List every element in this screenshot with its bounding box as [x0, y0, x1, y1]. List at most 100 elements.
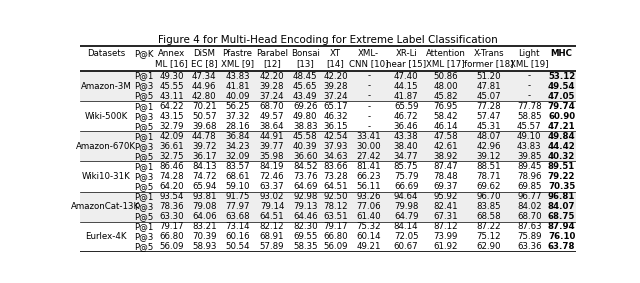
Text: [13]: [13] — [296, 59, 314, 68]
Text: AmazonCat-13K: AmazonCat-13K — [72, 202, 141, 211]
Text: P@5: P@5 — [134, 92, 153, 101]
Text: 70.21: 70.21 — [192, 102, 216, 111]
Text: 84.52: 84.52 — [293, 162, 317, 171]
Text: 89.51: 89.51 — [548, 162, 575, 171]
Bar — [80, 232, 576, 242]
Text: 79.13: 79.13 — [293, 202, 317, 211]
Text: 78.48: 78.48 — [433, 172, 458, 181]
Text: 92.50: 92.50 — [323, 192, 348, 201]
Text: P@1: P@1 — [134, 102, 153, 111]
Text: 78.96: 78.96 — [517, 172, 541, 181]
Text: P@5: P@5 — [134, 182, 153, 191]
Text: MHC: MHC — [550, 49, 573, 58]
Text: P@5: P@5 — [134, 122, 153, 131]
Text: 34.23: 34.23 — [225, 142, 250, 151]
Text: 75.89: 75.89 — [517, 232, 541, 241]
Text: P@3: P@3 — [134, 232, 153, 241]
Text: 77.97: 77.97 — [225, 202, 250, 211]
Text: 45.65: 45.65 — [293, 82, 317, 91]
Text: 79.74: 79.74 — [548, 102, 575, 111]
Text: 36.84: 36.84 — [225, 132, 250, 141]
Text: 87.22: 87.22 — [477, 222, 501, 231]
Text: 41.87: 41.87 — [394, 92, 419, 101]
Text: 64.46: 64.46 — [293, 212, 317, 221]
Text: 60.16: 60.16 — [225, 232, 250, 241]
Text: 61.92: 61.92 — [433, 242, 458, 251]
Bar — [80, 111, 576, 121]
Text: 82.41: 82.41 — [433, 202, 458, 211]
Text: Eurlex-4K: Eurlex-4K — [85, 232, 127, 241]
Text: Light: Light — [518, 49, 540, 58]
Text: 38.92: 38.92 — [433, 152, 458, 161]
Text: P@3: P@3 — [134, 172, 153, 181]
Text: 47.21: 47.21 — [548, 122, 575, 131]
Text: XML-: XML- — [358, 49, 380, 58]
Text: 34.63: 34.63 — [323, 152, 348, 161]
Bar — [80, 131, 576, 141]
Text: 38.83: 38.83 — [293, 122, 317, 131]
Text: P@3: P@3 — [134, 202, 153, 211]
Text: 84.13: 84.13 — [192, 162, 216, 171]
Text: 70.39: 70.39 — [192, 232, 216, 241]
Text: Amazon-670K: Amazon-670K — [76, 142, 136, 151]
Text: [14]: [14] — [326, 59, 344, 68]
Text: 47.34: 47.34 — [192, 72, 216, 81]
Text: 49.54: 49.54 — [548, 82, 575, 91]
Text: 94.64: 94.64 — [394, 192, 419, 201]
Text: XR-Li: XR-Li — [396, 49, 417, 58]
Text: 49.21: 49.21 — [356, 242, 381, 251]
Text: Amazon-3M: Amazon-3M — [81, 82, 131, 91]
Text: 82.30: 82.30 — [293, 222, 317, 231]
Text: 40.32: 40.32 — [548, 152, 575, 161]
Text: 41.81: 41.81 — [225, 82, 250, 91]
Text: 40.09: 40.09 — [225, 92, 250, 101]
Text: 33.41: 33.41 — [356, 132, 381, 141]
Bar — [80, 91, 576, 101]
Text: 46.72: 46.72 — [394, 112, 419, 121]
Text: P@1: P@1 — [134, 162, 153, 171]
Text: 77.78: 77.78 — [517, 102, 541, 111]
Text: P@K: P@K — [134, 49, 153, 58]
Text: 84.07: 84.07 — [548, 202, 575, 211]
Text: 95.92: 95.92 — [433, 192, 458, 201]
Text: 88.51: 88.51 — [477, 162, 501, 171]
Bar — [80, 101, 576, 111]
Text: 73.76: 73.76 — [293, 172, 317, 181]
Text: 87.12: 87.12 — [433, 222, 458, 231]
Text: 84.19: 84.19 — [260, 162, 284, 171]
Text: 44.15: 44.15 — [394, 82, 419, 91]
Text: 58.93: 58.93 — [192, 242, 216, 251]
Text: 49.80: 49.80 — [293, 112, 317, 121]
Text: 46.14: 46.14 — [433, 122, 458, 131]
Text: 78.12: 78.12 — [323, 202, 348, 211]
Text: 37.93: 37.93 — [323, 142, 348, 151]
Text: 79.17: 79.17 — [323, 222, 348, 231]
Text: Bonsai: Bonsai — [291, 49, 319, 58]
Text: 83.21: 83.21 — [192, 222, 216, 231]
Text: P@1: P@1 — [134, 132, 153, 141]
Text: -: - — [528, 82, 531, 91]
Bar — [80, 71, 576, 81]
Text: 68.70: 68.70 — [517, 212, 541, 221]
Bar — [80, 121, 576, 131]
Text: CNN [10]: CNN [10] — [349, 59, 388, 68]
Text: 37.32: 37.32 — [225, 112, 250, 121]
Text: 68.58: 68.58 — [477, 212, 501, 221]
Text: 81.41: 81.41 — [356, 162, 381, 171]
Text: 47.40: 47.40 — [394, 72, 419, 81]
Text: 64.51: 64.51 — [260, 212, 284, 221]
Text: 66.80: 66.80 — [159, 232, 184, 241]
Text: 73.28: 73.28 — [323, 172, 348, 181]
Text: -: - — [367, 122, 370, 131]
Text: 49.30: 49.30 — [159, 72, 184, 81]
Text: 68.91: 68.91 — [260, 232, 284, 241]
Text: 96.77: 96.77 — [517, 192, 541, 201]
Text: 63.37: 63.37 — [260, 182, 284, 191]
Text: 61.40: 61.40 — [356, 212, 381, 221]
Text: 39.68: 39.68 — [192, 122, 216, 131]
Text: 64.20: 64.20 — [159, 182, 184, 191]
Text: Wiki-500K: Wiki-500K — [84, 112, 127, 121]
Text: 96.81: 96.81 — [548, 192, 575, 201]
Bar — [80, 192, 576, 201]
Text: 53.12: 53.12 — [548, 72, 575, 81]
